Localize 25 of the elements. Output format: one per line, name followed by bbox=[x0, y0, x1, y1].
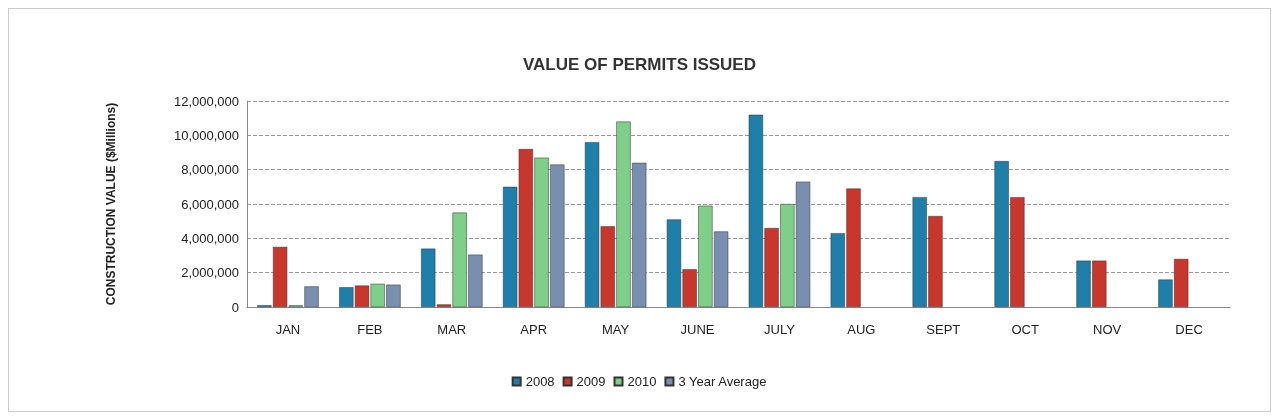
y-axis-title: CONSTRUCTION VALUE ($Millions) bbox=[104, 102, 118, 306]
x-tick-label: NOV bbox=[1093, 322, 1122, 337]
y-tick-label: 4,000,000 bbox=[181, 230, 239, 246]
y-tick-label: 6,000,000 bbox=[181, 196, 239, 212]
legend-label: 2008 bbox=[525, 374, 555, 389]
x-tick-label: FEB bbox=[357, 322, 383, 337]
x-tick-label: APR bbox=[520, 322, 548, 337]
legend-label: 2009 bbox=[576, 374, 606, 389]
y-tick-label: 12,000,000 bbox=[173, 93, 239, 109]
x-tick-label: JUNE bbox=[680, 322, 715, 337]
x-tick-label: JAN bbox=[275, 322, 301, 337]
y-tick-label: 0 bbox=[231, 299, 239, 315]
y-tick-label: 10,000,000 bbox=[173, 127, 239, 143]
legend-label: 2010 bbox=[627, 374, 657, 389]
y-tick-label: 8,000,000 bbox=[181, 162, 239, 178]
x-tick-label: MAY bbox=[602, 322, 630, 337]
chart-title: VALUE OF PERMITS ISSUED bbox=[523, 55, 756, 74]
y-tick-label: 2,000,000 bbox=[181, 265, 239, 281]
legend-label: 3 Year Average bbox=[678, 374, 767, 389]
x-tick-label: OCT bbox=[1011, 322, 1039, 337]
x-tick-label: SEPT bbox=[926, 322, 961, 337]
x-tick-label: DEC bbox=[1175, 322, 1203, 337]
x-tick-label: MAR bbox=[437, 322, 467, 337]
x-tick-label: AUG bbox=[847, 322, 876, 337]
x-tick-label: JULY bbox=[764, 322, 796, 337]
